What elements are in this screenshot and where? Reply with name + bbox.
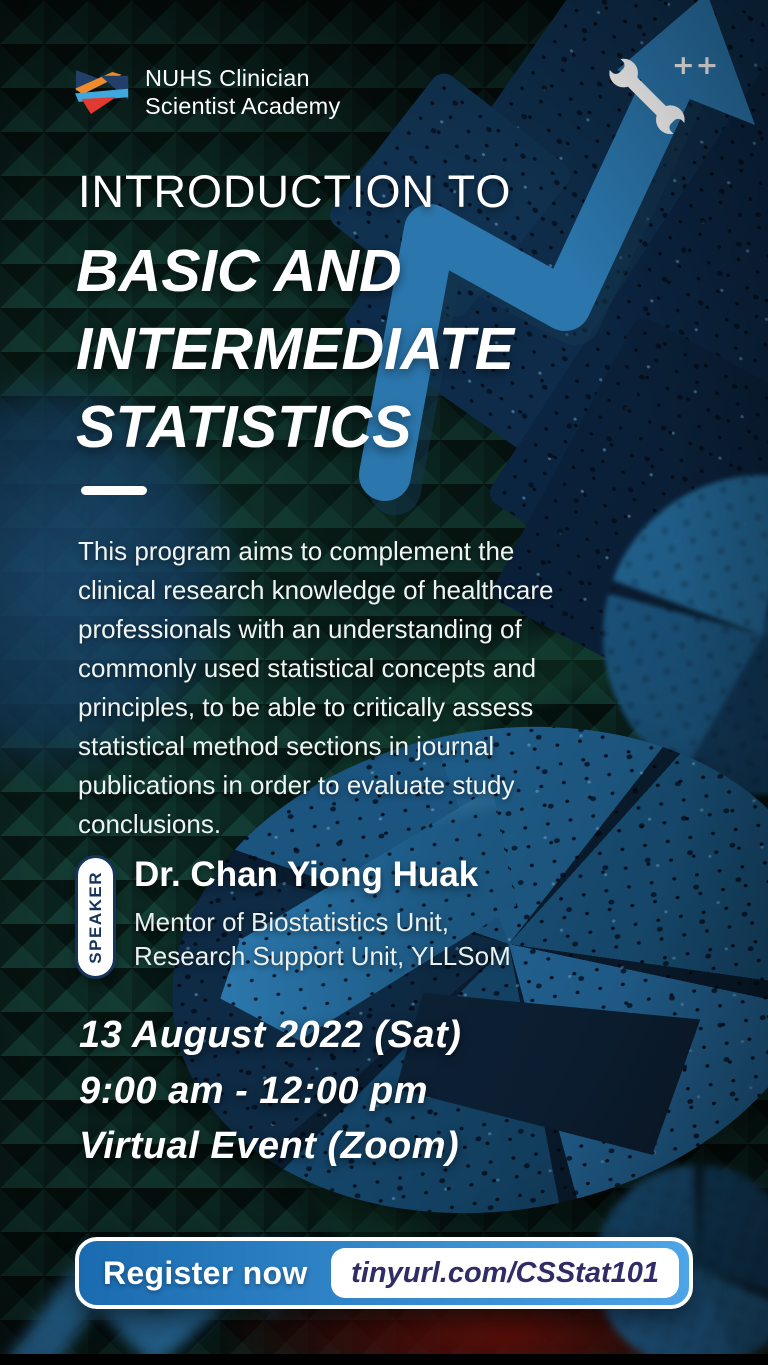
description-line: conclusions. bbox=[78, 809, 222, 839]
title-line: STATISTICS bbox=[76, 394, 412, 460]
poster-title: BASIC AND INTERMEDIATE STATISTICS bbox=[76, 232, 514, 466]
description-line: commonly used statistical concepts and bbox=[78, 653, 537, 683]
speaker-affiliation: Mentor of Biostatistics Unit, Research S… bbox=[134, 905, 511, 973]
speaker-badge: SPEAKER bbox=[75, 855, 116, 979]
description-line: statistical method sections in journal bbox=[78, 731, 495, 761]
bottom-black-strip bbox=[0, 1354, 768, 1365]
event-venue: Virtual Event (Zoom) bbox=[79, 1125, 460, 1167]
program-description: This program aims to complement the clin… bbox=[78, 532, 554, 844]
brand-name: NUHS Clinician Scientist Academy bbox=[145, 64, 340, 120]
description-line: professionals with an understanding of bbox=[78, 614, 522, 644]
event-date: 13 August 2022 (Sat) bbox=[79, 1014, 462, 1056]
speaker-badge-label: SPEAKER bbox=[85, 870, 105, 964]
plus-plus-label: ++ bbox=[672, 50, 720, 81]
brand-logo-row: NUHS Clinician Scientist Academy bbox=[75, 64, 340, 120]
description-line: clinical research knowledge of healthcar… bbox=[78, 575, 554, 605]
description-line: This program aims to complement the bbox=[78, 536, 515, 566]
brand-name-line2: Scientist Academy bbox=[145, 93, 341, 119]
registration-url-text: tinyurl.com/CSStat101 bbox=[351, 1256, 659, 1289]
event-time: 9:00 am - 12:00 pm bbox=[79, 1069, 429, 1112]
register-label: Register now bbox=[103, 1254, 308, 1291]
speaker-section: SPEAKER Dr. Chan Yiong Huak Mentor of Bi… bbox=[75, 855, 511, 979]
title-line: BASIC AND bbox=[76, 238, 402, 304]
speaker-affiliation-line2: Research Support Unit, YLLSoM bbox=[134, 941, 511, 971]
description-line: publications in order to evaluate study bbox=[78, 770, 515, 800]
speaker-info: Dr. Chan Yiong Huak Mentor of Biostatist… bbox=[134, 855, 511, 973]
growth-arrow-graphic bbox=[359, 0, 755, 515]
registration-url[interactable]: tinyurl.com/CSStat101 bbox=[331, 1248, 679, 1298]
register-button[interactable]: Register now tinyurl.com/CSStat101 bbox=[75, 1237, 693, 1309]
speaker-affiliation-line1: Mentor of Biostatistics Unit, bbox=[134, 907, 449, 937]
speaker-name: Dr. Chan Yiong Huak bbox=[134, 855, 479, 894]
event-details: 13 August 2022 (Sat) 9:00 am - 12:00 pm … bbox=[79, 1008, 461, 1175]
divider-line bbox=[81, 486, 147, 495]
title-eyebrow: INTRODUCTION TO bbox=[78, 166, 512, 217]
wrench-icon bbox=[609, 58, 685, 135]
title-line: INTERMEDIATE bbox=[76, 316, 515, 382]
description-line: principles, to be able to critically ass… bbox=[78, 692, 534, 722]
brand-name-line1: NUHS Clinician bbox=[145, 65, 310, 91]
nuhs-logo-icon bbox=[75, 69, 129, 114]
